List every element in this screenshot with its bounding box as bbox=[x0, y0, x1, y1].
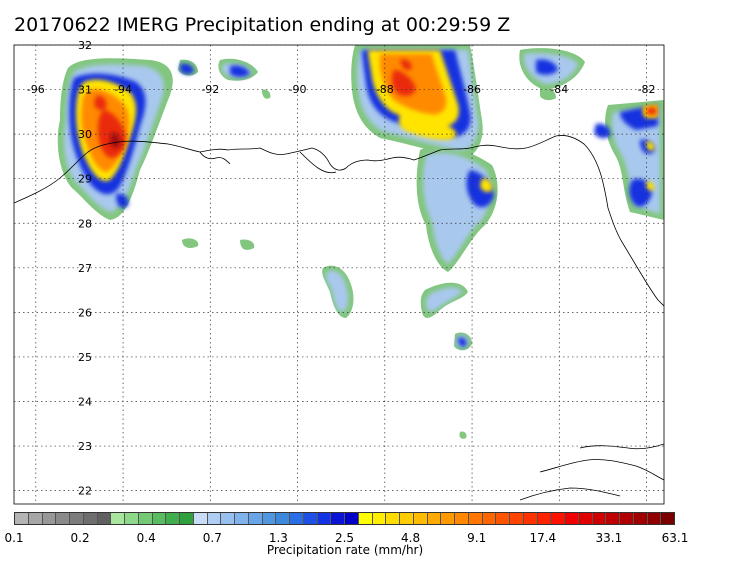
latitude-label: 24 bbox=[78, 396, 92, 409]
colorbar-tick-label: 4.8 bbox=[401, 531, 421, 545]
colorbar-swatch bbox=[193, 513, 208, 524]
colorbar-swatch bbox=[221, 513, 235, 524]
colorbar-swatch bbox=[386, 513, 400, 524]
colorbar-tick-label: 0.2 bbox=[70, 531, 90, 545]
colorbar-tick-label: 0.1 bbox=[4, 531, 24, 545]
latitude-label: 29 bbox=[78, 173, 92, 186]
colorbar-swatch bbox=[262, 513, 277, 524]
colorbar-swatch bbox=[28, 513, 43, 524]
precip-layer bbox=[14, 45, 664, 504]
latitude-label: 32 bbox=[78, 39, 92, 52]
colorbar-swatch bbox=[358, 513, 373, 524]
colorbar-swatch bbox=[661, 513, 674, 524]
colorbar-swatch bbox=[537, 513, 552, 524]
colorbar-swatch bbox=[372, 513, 387, 524]
colorbar-swatch bbox=[427, 513, 442, 524]
colorbar-swatch bbox=[15, 513, 29, 524]
colorbar-swatch bbox=[83, 513, 98, 524]
latitude-label: 31 bbox=[78, 84, 92, 97]
latitude-label: 28 bbox=[78, 217, 92, 230]
colorbar-tick-label: 9.1 bbox=[467, 531, 487, 545]
colorbar-tick-label: 63.1 bbox=[661, 531, 689, 545]
colorbar-swatch bbox=[207, 513, 222, 524]
colorbar-swatch bbox=[551, 513, 565, 524]
colorbar-tick-label: 0.4 bbox=[136, 531, 156, 545]
colorbar-tick-label: 33.1 bbox=[595, 531, 623, 545]
colorbar-swatch bbox=[400, 513, 414, 524]
colorbar-swatch bbox=[606, 513, 620, 524]
colorbar-swatch bbox=[633, 513, 648, 524]
colorbar-swatch bbox=[565, 513, 579, 524]
colorbar-swatch bbox=[578, 513, 593, 524]
colorbar-swatch bbox=[152, 513, 167, 524]
longitude-label: -88 bbox=[376, 83, 394, 96]
colorbar-swatch bbox=[620, 513, 634, 524]
latitude-label: 22 bbox=[78, 485, 92, 498]
colorbar-swatch bbox=[413, 513, 428, 524]
colorbar-swatch bbox=[482, 513, 497, 524]
colorbar-swatch bbox=[276, 513, 290, 524]
longitude-label: -94 bbox=[114, 83, 132, 96]
latitude-label: 26 bbox=[78, 306, 92, 319]
longitude-label: -96 bbox=[27, 83, 45, 96]
colorbar bbox=[14, 512, 675, 525]
colorbar-swatch bbox=[317, 513, 332, 524]
colorbar-swatch bbox=[496, 513, 510, 524]
longitude-labels: -96 -94 -92 -90 -88 -86 -84 -82 bbox=[27, 83, 656, 96]
colorbar-swatch bbox=[97, 513, 112, 524]
colorbar-swatch bbox=[510, 513, 524, 524]
latitude-label: 23 bbox=[78, 440, 92, 453]
colorbar-swatch bbox=[290, 513, 304, 524]
colorbar-swatch bbox=[56, 513, 70, 524]
colorbar-swatch bbox=[523, 513, 538, 524]
colorbar-swatch bbox=[138, 513, 153, 524]
colorbar-tick-label: 17.4 bbox=[529, 531, 557, 545]
latitude-label: 30 bbox=[78, 128, 92, 141]
colorbar-tick-label: 0.7 bbox=[202, 531, 222, 545]
colorbar-swatch bbox=[180, 513, 194, 524]
colorbar-swatch bbox=[248, 513, 263, 524]
colorbar-swatch bbox=[468, 513, 483, 524]
longitude-label: -82 bbox=[638, 83, 656, 96]
colorbar-swatch bbox=[235, 513, 249, 524]
colorbar-swatch bbox=[111, 513, 125, 524]
colorbar-swatch bbox=[455, 513, 469, 524]
colorbar-swatch bbox=[592, 513, 607, 524]
longitude-label: -86 bbox=[463, 83, 481, 96]
colorbar-swatch bbox=[166, 513, 180, 524]
colorbar-swatch bbox=[441, 513, 455, 524]
graticule bbox=[14, 45, 664, 504]
plot-frame bbox=[13, 44, 665, 505]
colorbar-swatch bbox=[345, 513, 359, 524]
latitude-label: 27 bbox=[78, 262, 92, 275]
coastline bbox=[14, 135, 664, 501]
colorbar-swatch bbox=[331, 513, 345, 524]
longitude-label: -92 bbox=[201, 83, 219, 96]
precipitation-map: -96 -94 -92 -90 -88 -86 -84 -82 32 31 30 29 28 27 26 2… bbox=[13, 39, 665, 505]
latitude-label: 25 bbox=[78, 351, 92, 364]
map-title: 20170622 IMERG Precipitation ending at 0… bbox=[14, 14, 511, 36]
colorbar-title: Precipitation rate (mm/hr) bbox=[266, 543, 424, 557]
colorbar-tick-label: 1.3 bbox=[268, 531, 288, 545]
colorbar-swatch bbox=[125, 513, 139, 524]
longitude-label: -84 bbox=[550, 83, 568, 96]
colorbar-swatch bbox=[303, 513, 318, 524]
colorbar-tick-label: 2.5 bbox=[334, 531, 355, 545]
longitude-label: -90 bbox=[289, 83, 307, 96]
colorbar-swatch bbox=[647, 513, 662, 524]
colorbar-swatch bbox=[42, 513, 57, 524]
latitude-labels: 32 31 30 29 28 27 26 25 24 23 22 bbox=[78, 39, 92, 498]
colorbar-swatch bbox=[70, 513, 84, 524]
